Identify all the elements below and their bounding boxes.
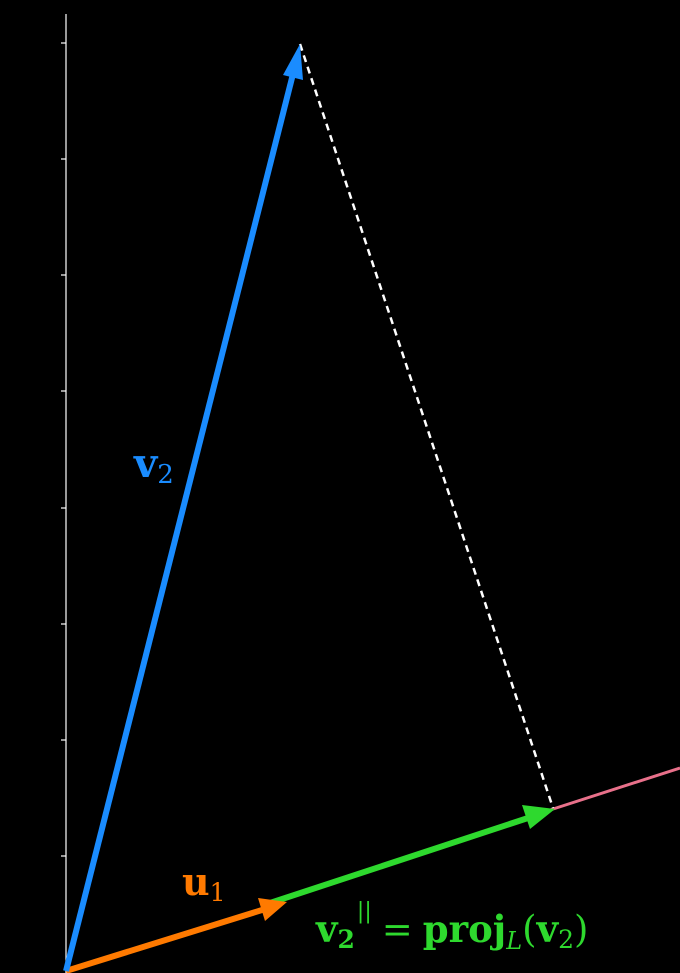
projection-equals: = [382, 908, 413, 951]
u1-vector-arrowhead [258, 898, 287, 921]
u1-vector-shaft [65, 907, 263, 973]
projection-label: v2|| = projL(v2) [315, 899, 588, 955]
projection-vector-shaft [269, 815, 529, 906]
line-L [549, 766, 680, 812]
axis-ticks [61, 42, 66, 857]
projection-func: proj [423, 907, 506, 951]
v2-vector-shaft [63, 69, 297, 972]
projection-lhs-subscript: 2 [338, 925, 355, 954]
v2-vector-arrowhead [283, 44, 303, 80]
projection-paren-open: ( [522, 908, 536, 951]
projection-lhs-superscript: || [357, 899, 372, 924]
v2-label: v2 [133, 440, 174, 490]
projection-lhs: v [315, 907, 339, 951]
projection-vector-arrowhead [522, 805, 555, 829]
projection-func-subscript: L [505, 927, 522, 955]
projection-arg: v [536, 907, 560, 951]
u1-label: u1 [182, 859, 226, 907]
projection-arg-subscript: 2 [558, 925, 574, 954]
perpendicular-dashed-line [298, 43, 555, 809]
projection-paren-close: ) [574, 908, 588, 951]
